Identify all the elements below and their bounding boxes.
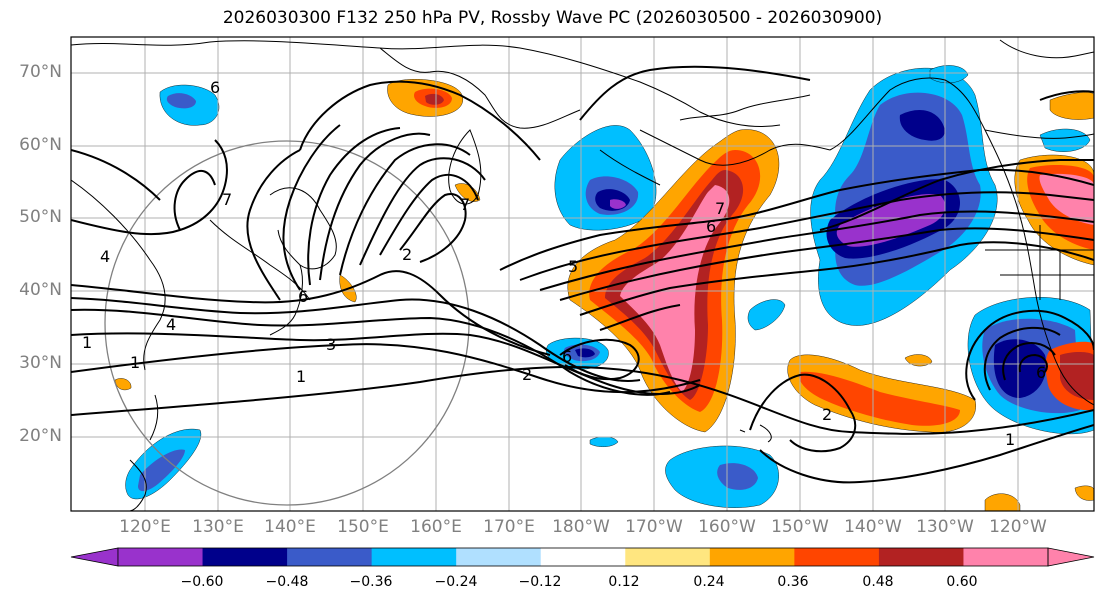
contour-label: 6 (210, 78, 220, 97)
contour-label: 1 (1005, 430, 1015, 449)
lat-label-20n: 20°N (19, 426, 62, 446)
lon-label-150e: 150°E (337, 517, 389, 537)
lon-label-150w: 150°W (771, 517, 829, 537)
lat-label-60n: 60°N (19, 135, 62, 155)
contour-label: 6 (1036, 363, 1046, 382)
colorbar-tick-label: −0.60 (180, 574, 224, 590)
colorbar-outline (117, 547, 1049, 567)
lon-label-160e: 160°E (410, 517, 462, 537)
lon-label-170w: 170°W (625, 517, 683, 537)
lat-label-70n: 70°N (19, 62, 62, 82)
colorbar-segment (456, 548, 542, 566)
pos-anomaly-small-3 (114, 378, 132, 391)
contour-label: 2 (822, 405, 832, 424)
colorbar-tick-label: −0.24 (434, 574, 478, 590)
lon-label-120w: 120°W (989, 517, 1047, 537)
neg-anomaly-philippines-core (138, 449, 185, 492)
neg-anomaly-aleutian-peak (610, 199, 626, 209)
lat-label-30n: 30°N (19, 353, 62, 373)
lon-label-120e: 120°E (119, 517, 171, 537)
contour-label: 7 (222, 190, 232, 209)
lon-label-140w: 140°W (844, 517, 902, 537)
pos-anomaly-okhotsk-inner (425, 93, 444, 105)
lon-label-180w: 180°W (552, 517, 610, 537)
neg-anomaly-kamchatka-west-core (166, 93, 196, 109)
pos-anomaly-east-subtropic-red (799, 371, 960, 426)
colorbar-segment (963, 548, 1049, 566)
colorbar-extend-high (1047, 547, 1095, 567)
pos-anomaly-top-right (1049, 92, 1094, 120)
colorbar (70, 547, 1095, 567)
contour-label: 6 (562, 347, 572, 366)
colorbar-tick-label: −0.12 (518, 574, 562, 590)
colorbar-tick-label: −0.36 (349, 574, 393, 590)
colorbar-tick-label: −0.48 (265, 574, 309, 590)
contour-label: 5 (568, 257, 578, 276)
contour-label: 6 (706, 217, 716, 236)
pos-anomaly-pacific-nw-coast-core (1039, 173, 1094, 225)
lon-label-140e: 140°E (264, 517, 316, 537)
pv-contours (71, 65, 1094, 484)
lon-label-130e: 130°E (192, 517, 244, 537)
contour-label: 6 (298, 287, 308, 306)
contour-labels: 6 7 4 1 6 4 1 3 2 7 1 5 6 2 7 6 1 2 6 (82, 78, 1046, 449)
colorbar-extend-low (70, 547, 119, 567)
colorbar-tick-label: 0.36 (777, 574, 809, 590)
neg-anomaly-small-1 (747, 299, 786, 331)
contour-label: 2 (402, 245, 412, 264)
colorbar-segment (540, 548, 626, 566)
contour-label: 4 (166, 315, 176, 334)
contour-label: 4 (100, 247, 110, 266)
colorbar-segment (118, 548, 204, 566)
map-frame (70, 36, 1095, 512)
lat-label-40n: 40°N (19, 280, 62, 300)
map-title: 2026030300 F132 250 hPa PV, Rossby Wave … (222, 8, 883, 28)
contour-label: 7 (715, 199, 725, 218)
anomaly-fills (114, 65, 1094, 511)
lon-label-170e: 170°E (483, 517, 535, 537)
colorbar-segment (371, 548, 457, 566)
colorbar-segment (287, 548, 373, 566)
pos-anomaly-small-2 (454, 183, 481, 202)
pos-anomaly-small-6 (1074, 485, 1094, 501)
lon-label-130w: 130°W (916, 517, 974, 537)
colorbar-tick-label: 0.12 (608, 574, 640, 590)
colorbar-segment (625, 548, 711, 566)
neg-anomaly-subtropical-dark (575, 348, 595, 358)
colorbar-segment (709, 548, 795, 566)
lat-label-50n: 50°N (19, 207, 62, 227)
lon-label-160w: 160°W (698, 517, 756, 537)
colorbar-tick-label: 0.48 (862, 574, 894, 590)
contour-label: 3 (326, 335, 336, 354)
colorbar-segment (794, 548, 880, 566)
contour-label: 1 (82, 333, 92, 352)
contour-label: 7 (460, 195, 470, 214)
neg-anomaly-gulf-alaska-dark (899, 110, 945, 141)
colorbar-segment (878, 548, 964, 566)
contour-label: 1 (130, 353, 140, 372)
colorbar-segment (202, 548, 288, 566)
coastlines (71, 39, 1094, 511)
colorbar-tick-label: 0.60 (946, 574, 978, 590)
pos-anomaly-small-5 (984, 493, 1021, 511)
colorbar-tick-label: 0.24 (693, 574, 725, 590)
contour-label: 2 (522, 365, 532, 384)
contour-label: 1 (296, 367, 306, 386)
